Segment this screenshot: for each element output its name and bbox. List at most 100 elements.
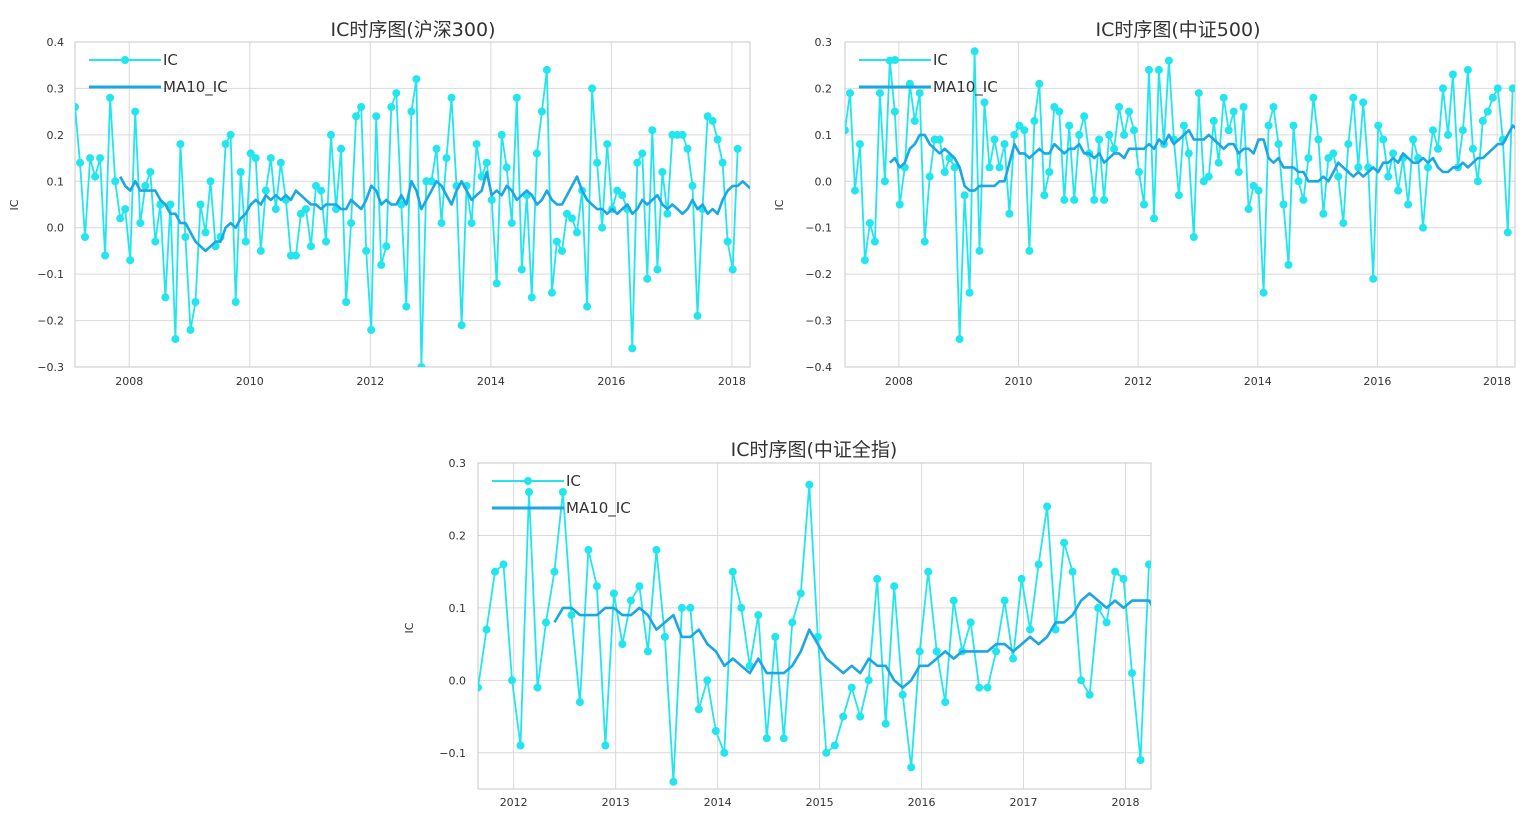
- data-point-ic: [1164, 56, 1173, 65]
- data-point-ic: [206, 177, 215, 186]
- data-point-ic: [1239, 103, 1248, 111]
- x-tick-label: 2010: [1004, 375, 1032, 388]
- data-point-ic: [347, 219, 356, 228]
- data-point-ic: [881, 719, 890, 728]
- chart-title: IC时序图(沪深300): [331, 19, 496, 41]
- data-point-ic: [191, 298, 200, 306]
- data-point-ic: [618, 640, 627, 649]
- data-point-ic: [723, 237, 732, 246]
- data-point-ic: [677, 603, 686, 612]
- data-point-ic: [864, 676, 873, 685]
- data-point-ic: [352, 112, 361, 121]
- data-point-ic: [542, 618, 550, 627]
- data-point-ic: [822, 748, 831, 757]
- data-point-ic: [1249, 181, 1258, 190]
- data-point-ic: [932, 647, 941, 656]
- legend: IC MA10_IC: [89, 51, 228, 97]
- data-point-ic: [1125, 107, 1133, 116]
- x-tick-label: 2018: [1483, 375, 1511, 388]
- data-point-ic: [728, 567, 737, 576]
- data-point-ic: [116, 214, 125, 223]
- data-point-ic: [830, 741, 839, 750]
- data-point-ic: [633, 158, 642, 167]
- data-point-ic: [457, 321, 466, 330]
- data-point-ic: [910, 116, 919, 125]
- y-tick-label: −0.2: [805, 268, 832, 281]
- data-point-ic: [1344, 140, 1353, 149]
- data-point-ic: [1478, 116, 1487, 125]
- data-point-ic: [111, 177, 120, 186]
- data-point-ic: [875, 89, 884, 98]
- data-point-ic: [1075, 130, 1084, 139]
- data-point-ic: [1119, 574, 1128, 583]
- data-point-ic: [1339, 219, 1348, 228]
- data-point-ic: [525, 488, 533, 496]
- data-point-ic: [1214, 158, 1223, 167]
- data-point-ic: [1439, 84, 1447, 93]
- x-tick-label: 2014: [477, 375, 505, 388]
- data-point-ic: [1444, 130, 1452, 139]
- data-point-ic: [870, 237, 879, 246]
- x-tick-label: 2016: [1363, 375, 1391, 388]
- data-point-ic: [1065, 121, 1074, 130]
- data-point-ic: [101, 251, 110, 260]
- data-point-ic: [567, 611, 576, 620]
- data-point-ic: [1030, 116, 1039, 125]
- data-point-ic: [550, 567, 559, 576]
- data-point-ic: [1174, 191, 1183, 200]
- x-tick-label: 2016: [597, 375, 625, 388]
- chart-csi-all: IC时序图(中证全指) IC 0.3 0.2 0.1 0.0 −0.1 2012 2013 2…: [403, 439, 1152, 809]
- y-tick-label: 0.3: [815, 36, 833, 49]
- chart-csi500: IC时序图(中证500) IC 0.3 0.2 0.1 0.0 −0.1 −0.2 −0.3…: [773, 19, 1516, 388]
- data-point-ic: [648, 126, 657, 135]
- y-tick-label: 0.1: [815, 129, 833, 142]
- data-point-ic: [920, 237, 929, 246]
- plot-frame: [844, 41, 1516, 368]
- data-point-ic: [865, 219, 874, 228]
- data-point-ic: [482, 158, 491, 167]
- data-point-ic: [186, 325, 195, 334]
- data-point-ic: [492, 279, 501, 288]
- data-point-ic: [166, 200, 175, 209]
- chart-hs300: IC时序图(沪深300) IC 0.4 0.3 0.2 0.1 0.0 −0.1 −0.2 −…: [8, 19, 751, 388]
- data-point-ic: [392, 89, 401, 98]
- data-point-ic: [1077, 676, 1086, 685]
- y-tick-label: 0.0: [815, 175, 833, 188]
- data-point-ic: [377, 260, 386, 269]
- data-point-ic: [1314, 135, 1323, 144]
- data-point-ic: [516, 741, 525, 750]
- data-point-ic: [1209, 116, 1218, 125]
- legend-label-ma10-ic: MA10_IC: [933, 78, 998, 97]
- data-point-ic: [1199, 177, 1208, 186]
- data-point-ic: [941, 698, 950, 707]
- data-point-ic: [558, 246, 566, 255]
- data-point-ic: [588, 84, 597, 93]
- data-point-ic: [584, 545, 593, 554]
- x-tick-label: 2018: [718, 375, 746, 388]
- y-tick-label: 0.1: [47, 175, 65, 188]
- y-axis-label: IC: [403, 622, 416, 633]
- data-point-ic: [980, 98, 989, 107]
- data-point-ic: [575, 698, 584, 707]
- data-point-ic: [126, 256, 135, 265]
- legend-label-ma10-ic: MA10_IC: [163, 78, 228, 97]
- data-point-ic: [1463, 65, 1472, 74]
- data-point-ic: [660, 632, 669, 641]
- y-tick-label: 0.4: [47, 36, 65, 49]
- data-point-ic: [592, 582, 601, 591]
- data-point-ic: [754, 611, 763, 620]
- data-point-ic: [1120, 130, 1129, 139]
- data-point-ic: [362, 246, 371, 255]
- data-point-ic: [935, 135, 944, 144]
- data-point-ic: [805, 480, 814, 489]
- data-point-ic: [1194, 89, 1203, 98]
- data-point-ic: [382, 242, 391, 251]
- data-point-ic: [532, 149, 541, 158]
- data-point-ic: [327, 130, 335, 139]
- data-point-ic: [141, 181, 150, 190]
- data-point-ic: [851, 186, 859, 195]
- data-point-ic: [1389, 149, 1398, 158]
- data-point-ic: [1094, 603, 1103, 612]
- data-point-ic: [583, 302, 592, 311]
- data-point-ic: [1100, 195, 1109, 204]
